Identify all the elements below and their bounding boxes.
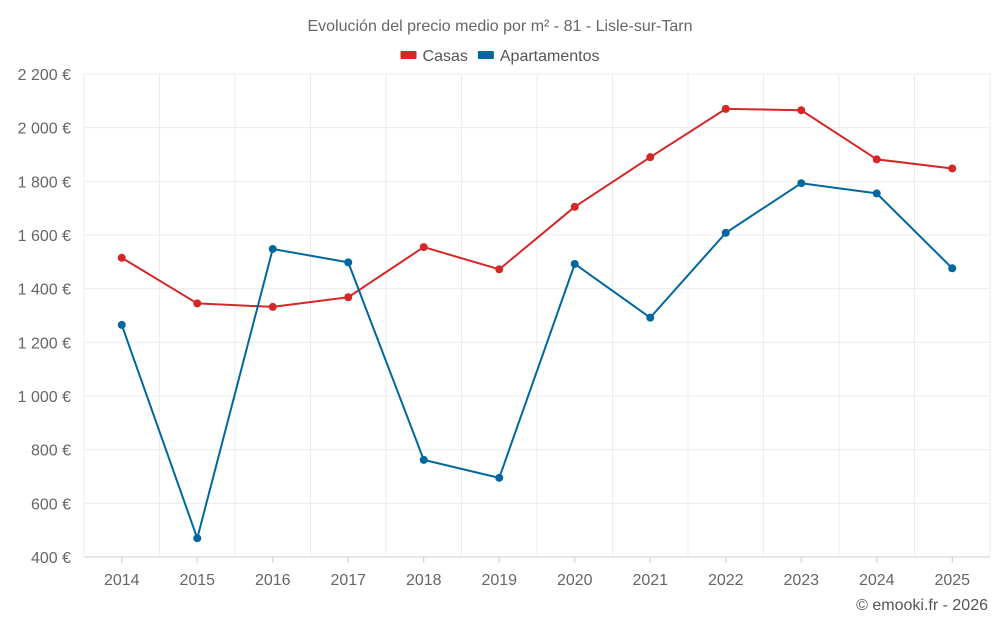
x-axis: 2014 2015 2016 2017 2018 2019 2020 2021 2022 2023… [104,557,970,589]
credit-text: © emooki.fr - 2026 [856,597,988,614]
data-point-apartamentos[interactable] [344,258,353,267]
data-point-casas[interactable] [721,104,730,113]
y-tick-label: 2 000 € [18,121,71,138]
x-tick-label: 2024 [859,572,895,589]
x-tick-label: 2014 [104,572,140,589]
data-point-apartamentos[interactable] [419,455,428,464]
data-point-casas[interactable] [268,302,277,311]
y-tick-label: 1 000 € [18,389,71,406]
data-point-casas[interactable] [872,155,881,164]
y-axis: 400 € 600 € 800 € 1 000 € 1 200 € 1 400 € 1 60… [18,67,71,567]
y-tick-label: 1 200 € [18,335,71,352]
data-point-apartamentos[interactable] [117,320,126,329]
data-point-casas[interactable] [495,265,504,274]
data-point-apartamentos[interactable] [872,189,881,198]
legend-swatch [477,51,494,59]
chart-title: Evolución del precio medio por m² - 81 -… [307,18,692,35]
data-point-apartamentos[interactable] [797,179,806,188]
data-point-casas[interactable] [193,299,202,308]
x-tick-label: 2016 [255,572,291,589]
x-tick-label: 2015 [179,572,215,589]
y-tick-label: 600 € [31,496,71,513]
data-point-apartamentos[interactable] [646,313,655,322]
data-point-apartamentos[interactable] [495,473,504,482]
data-point-casas[interactable] [344,293,353,302]
x-tick-label: 2025 [934,572,970,589]
legend-swatch [400,51,417,59]
y-tick-label: 1 600 € [18,228,71,245]
x-tick-label: 2018 [406,572,442,589]
x-tick-label: 2022 [708,572,744,589]
series-line-casas [121,107,953,308]
legend-label: Apartamentos [500,48,600,65]
legend-item-apartamentos[interactable]: Apartamentos [477,48,600,65]
y-tick-label: 800 € [31,443,71,460]
grid [83,73,991,558]
y-tick-label: 1 400 € [18,282,71,299]
data-point-casas[interactable] [948,164,957,173]
x-tick-label: 2020 [557,572,593,589]
y-tick-label: 1 800 € [18,174,71,191]
data-point-apartamentos[interactable] [268,244,277,253]
series-line-apartamentos [120,182,953,540]
legend-label: Casas [423,48,468,65]
data-point-apartamentos[interactable] [570,259,579,268]
x-tick-label: 2021 [632,572,668,589]
data-point-casas[interactable] [797,106,806,115]
data-point-casas[interactable] [117,253,126,262]
legend-item-casas[interactable]: Casas [400,48,468,65]
x-tick-label: 2023 [783,572,819,589]
y-tick-label: 400 € [31,550,71,567]
data-point-casas[interactable] [570,202,579,211]
data-point-apartamentos[interactable] [193,534,202,543]
data-point-casas[interactable] [646,153,655,162]
data-point-apartamentos[interactable] [948,264,957,273]
y-tick-label: 2 200 € [18,67,71,84]
x-tick-label: 2019 [481,572,517,589]
data-point-apartamentos[interactable] [721,228,730,237]
series-layer [117,104,957,543]
legend: Casas Apartamentos [400,48,600,65]
x-tick-label: 2017 [330,572,366,589]
data-point-casas[interactable] [419,243,428,252]
